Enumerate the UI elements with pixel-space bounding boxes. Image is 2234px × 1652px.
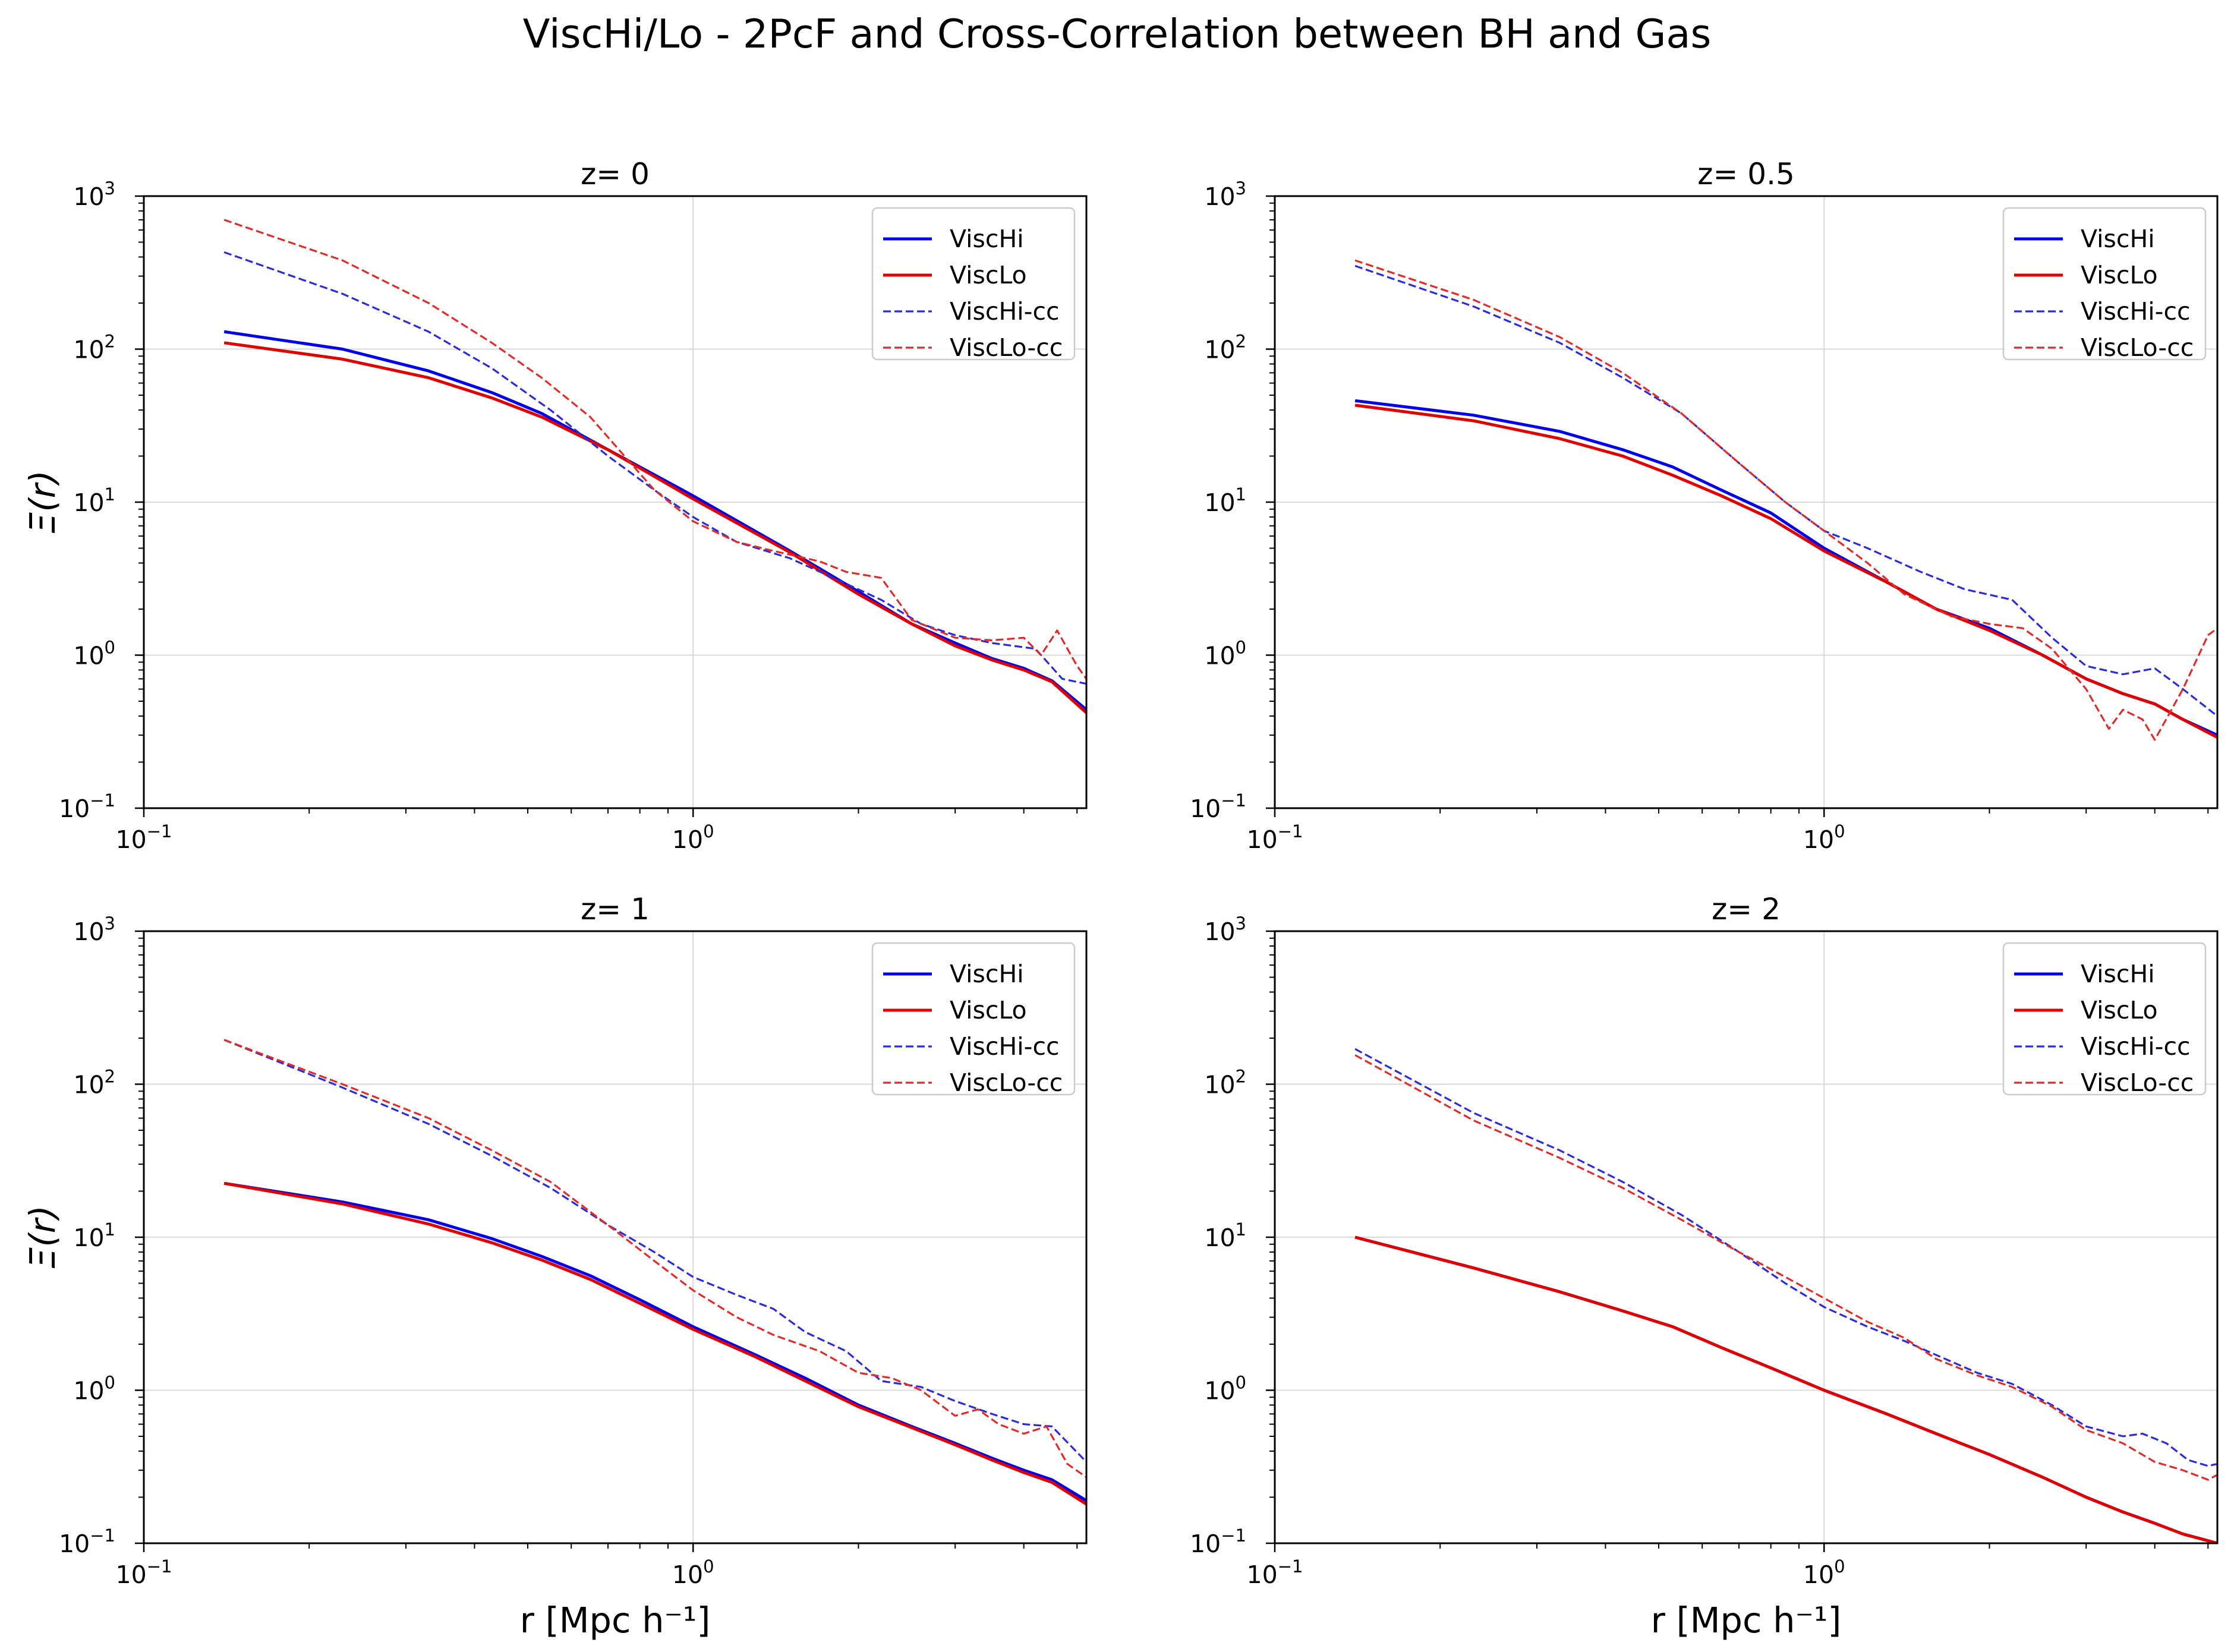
series-line-vischi — [1354, 399, 2217, 737]
legend-box — [2002, 942, 2207, 1096]
series-line-visclo — [1354, 403, 2217, 739]
legend: ViscHi ViscLo ViscHi-cc ViscLo-cc — [871, 207, 1076, 362]
y-tick-label: 101 — [1204, 484, 1246, 517]
legend-box — [2002, 207, 2207, 361]
series-group — [1354, 259, 2217, 741]
legend-label: ViscLo-cc — [2081, 1068, 2194, 1097]
y-axis-label: Ξ(r) — [22, 1205, 63, 1269]
y-tick-label: 101 — [73, 1219, 115, 1252]
series-line-vischi-cc — [223, 1039, 1086, 1463]
figure-title: ViscHi/Lo - 2PcF and Cross-Correlation b… — [522, 11, 1712, 57]
panel-title: z= 1 — [581, 892, 650, 926]
x-axis-label: r [Mpc h⁻¹] — [520, 1600, 711, 1641]
series-line-visclo — [1354, 1235, 2217, 1543]
legend: ViscHi ViscLo ViscHi-cc ViscLo-cc — [2002, 942, 2207, 1097]
y-tick-label: 10−1 — [1190, 790, 1246, 823]
series-line-vischi — [223, 1181, 1086, 1502]
legend: ViscHi ViscLo ViscHi-cc ViscLo-cc — [2002, 207, 2207, 362]
x-axis-label: r [Mpc h⁻¹] — [1651, 1600, 1842, 1641]
x-tick-label: 100 — [672, 821, 714, 854]
y-tick-label: 102 — [73, 1067, 115, 1099]
legend-box — [871, 207, 1076, 361]
panel-4: 10−1 100 10−1 100 101 102 103 z= 2 r [Mpc h⁻¹] Vi… — [1190, 892, 2219, 1641]
legend-label: ViscHi-cc — [950, 297, 1060, 326]
y-tick-label: 103 — [73, 913, 115, 946]
series-line-visclo-cc — [1354, 1054, 2217, 1481]
panel-title: z= 2 — [1712, 892, 1781, 926]
y-tick-label: 103 — [73, 178, 115, 211]
y-tick-label: 101 — [1204, 1219, 1246, 1252]
series-line-vischi — [223, 330, 1086, 711]
legend-label: ViscHi — [950, 225, 1024, 253]
x-tick-label: 10−1 — [1247, 821, 1303, 854]
y-tick-label: 102 — [1204, 332, 1246, 364]
legend: ViscHi ViscLo ViscHi-cc ViscLo-cc — [871, 942, 1076, 1097]
series-line-vischi-cc — [1354, 1048, 2217, 1467]
x-tick-label: 100 — [672, 1556, 714, 1589]
x-tick-label: 10−1 — [116, 1556, 172, 1589]
legend-label: ViscLo — [2081, 996, 2158, 1024]
panel-3: 10−1 100 10−1 100 101 102 103 z= 1 Ξ(r) r [Mpc h⁻… — [22, 892, 1088, 1641]
y-tick-label: 100 — [73, 1373, 115, 1405]
x-tick-label: 10−1 — [1247, 1556, 1303, 1589]
series-line-visclo — [223, 341, 1086, 714]
legend-label: ViscHi — [2081, 225, 2155, 253]
legend-label: ViscLo-cc — [950, 1068, 1063, 1097]
series-group — [223, 1039, 1086, 1506]
panel-title: z= 0 — [581, 157, 650, 191]
legend-label: ViscHi — [2081, 960, 2155, 988]
legend-label: ViscHi-cc — [2081, 297, 2191, 326]
y-tick-label: 101 — [73, 484, 115, 517]
panel-2: 10−1 100 10−1 100 101 102 103 z= 0.5 ViscHi ViscL… — [1190, 157, 2219, 854]
y-tick-label: 102 — [1204, 1067, 1246, 1099]
y-tick-label: 100 — [1204, 638, 1246, 670]
legend-label: ViscLo — [950, 261, 1027, 289]
series-group — [223, 219, 1086, 714]
legend-label: ViscLo — [950, 996, 1027, 1024]
y-tick-label: 100 — [73, 638, 115, 670]
panel-title: z= 0.5 — [1697, 157, 1795, 191]
y-tick-label: 10−1 — [59, 790, 115, 823]
legend-label: ViscHi — [950, 960, 1024, 988]
legend-label: ViscLo-cc — [950, 333, 1063, 362]
y-tick-label: 103 — [1204, 913, 1246, 946]
y-tick-label: 102 — [73, 332, 115, 364]
x-tick-label: 100 — [1803, 1556, 1845, 1589]
series-line-vischi-cc — [223, 251, 1086, 685]
legend-label: ViscLo-cc — [2081, 333, 2194, 362]
y-tick-label: 100 — [1204, 1373, 1246, 1405]
y-tick-label: 103 — [1204, 178, 1246, 211]
series-group — [1354, 1048, 2217, 1543]
series-line-visclo-cc — [1354, 259, 2217, 741]
x-tick-label: 100 — [1803, 821, 1845, 854]
series-line-visclo — [223, 1181, 1086, 1506]
series-line-visclo-cc — [223, 219, 1086, 680]
legend-label: ViscHi-cc — [950, 1032, 1060, 1061]
y-axis-label: Ξ(r) — [22, 470, 63, 534]
legend-label: ViscHi-cc — [2081, 1032, 2191, 1061]
series-line-vischi-cc — [1354, 264, 2217, 717]
y-tick-label: 10−1 — [1190, 1525, 1246, 1558]
series-line-visclo-cc — [223, 1039, 1086, 1478]
y-tick-label: 10−1 — [59, 1525, 115, 1558]
x-tick-label: 10−1 — [116, 821, 172, 854]
legend-box — [871, 942, 1076, 1096]
legend-label: ViscLo — [2081, 261, 2158, 289]
